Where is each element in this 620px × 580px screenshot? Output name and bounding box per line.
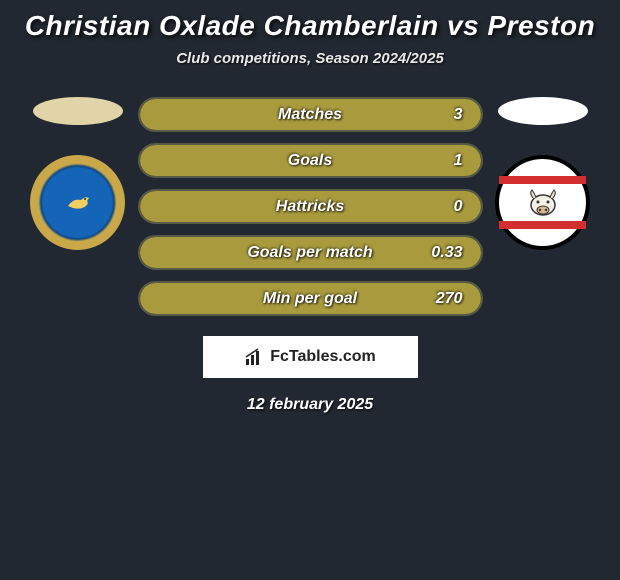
branding-box: FcTables.com: [203, 336, 418, 378]
stat-label: Goals per match: [247, 244, 372, 262]
stat-bar: Hattricks 0: [138, 189, 483, 224]
stat-value: 0.33: [431, 244, 462, 262]
bird-icon: [63, 188, 93, 218]
stat-value: 1: [454, 152, 463, 170]
left-team-badge: [30, 155, 125, 250]
date-text: 12 february 2025: [0, 396, 620, 414]
stat-bar: Min per goal 270: [138, 281, 483, 316]
stat-value: 3: [454, 106, 463, 124]
left-team-column: [18, 97, 138, 250]
stat-bar: Goals per match 0.33: [138, 235, 483, 270]
brand-text: FcTables.com: [270, 348, 376, 366]
stat-bar: Goals 1: [138, 143, 483, 178]
left-team-ellipse: [33, 97, 123, 125]
stat-label: Min per goal: [263, 290, 357, 308]
main-area: Matches 3 Goals 1 Hattricks 0 Goals per match 0…: [0, 97, 620, 316]
chart-icon: [244, 347, 264, 367]
stat-label: Goals: [288, 152, 332, 170]
stat-value: 0: [454, 198, 463, 216]
page-subtitle: Club competitions, Season 2024/2025: [0, 50, 620, 67]
stat-label: Hattricks: [276, 198, 344, 216]
bull-icon: [523, 183, 563, 223]
stat-value: 270: [436, 290, 463, 308]
stats-column: Matches 3 Goals 1 Hattricks 0 Goals per match 0…: [138, 97, 483, 316]
page-title: Christian Oxlade Chamberlain vs Preston: [0, 10, 620, 42]
stat-label: Matches: [278, 106, 342, 124]
stat-bar: Matches 3: [138, 97, 483, 132]
right-team-ellipse: [498, 97, 588, 125]
right-team-badge: [495, 155, 590, 250]
infographic-container: Christian Oxlade Chamberlain vs Preston …: [0, 0, 620, 414]
left-badge-inner: [53, 178, 103, 228]
right-team-column: [483, 97, 603, 250]
